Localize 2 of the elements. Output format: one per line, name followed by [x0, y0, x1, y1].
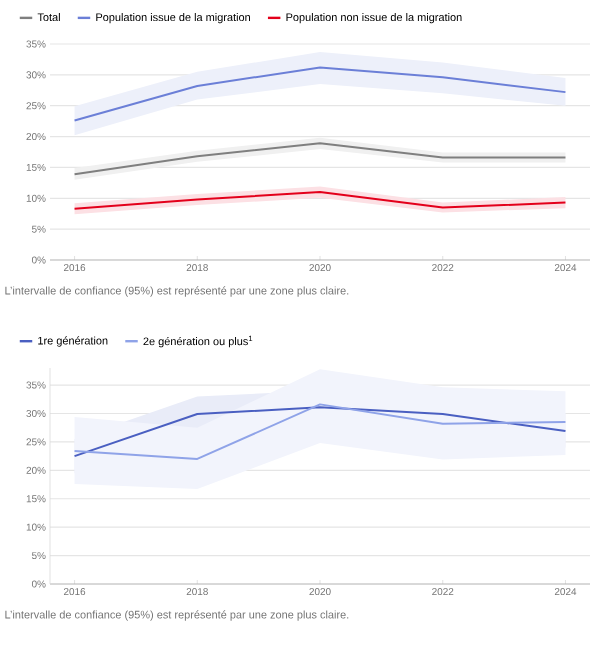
line-series: [73, 191, 567, 210]
line-series: [73, 66, 567, 122]
